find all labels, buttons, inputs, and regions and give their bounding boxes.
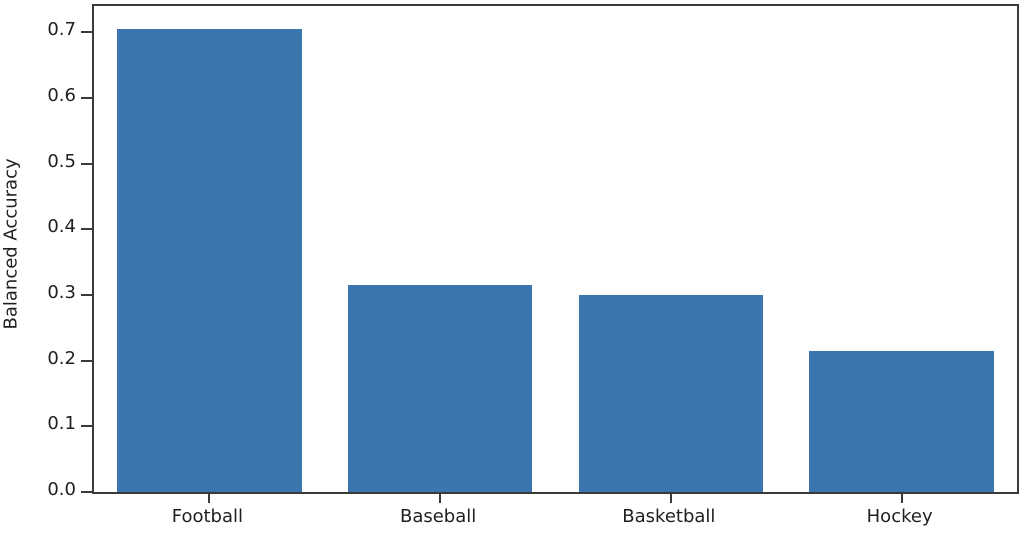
y-tick-label: 0.5 (47, 150, 76, 172)
x-tick-mark (669, 494, 672, 503)
y-tick-label: 0.6 (47, 84, 76, 106)
x-tick-label-hockey: Hockey (866, 506, 933, 527)
y-tick-mark (81, 359, 92, 362)
x-tick-mark (439, 494, 442, 503)
x-tick-label-baseball: Baseball (399, 506, 477, 527)
x-tick-mark (900, 494, 903, 503)
y-tick-label: 0.2 (47, 347, 76, 369)
y-tick-mark (81, 162, 92, 165)
y-tick-mark (81, 96, 92, 99)
y-tick-label: 0.7 (47, 19, 76, 41)
x-tick-mark (208, 494, 211, 503)
x-tick-label-football: Football (171, 506, 243, 527)
y-tick-label: 0.3 (47, 281, 76, 303)
y-tick-label: 0.4 (47, 216, 76, 238)
y-tick-label: 0.0 (47, 479, 76, 500)
bar-basketball (578, 294, 764, 492)
y-tick-mark (81, 31, 92, 34)
y-tick-mark (81, 491, 92, 493)
bar-football (117, 29, 302, 492)
y-axis-label: Balanced Accuracy (0, 158, 22, 330)
bar-baseball (347, 285, 533, 492)
plot-area (81, 4, 1019, 503)
y-tick-mark (81, 293, 92, 296)
y-tick-label: 0.1 (47, 413, 76, 435)
x-tick-label-basketball: Basketball (622, 506, 716, 527)
y-tick-mark (81, 228, 92, 231)
y-tick-mark (81, 425, 92, 428)
bar-hockey (809, 350, 994, 492)
